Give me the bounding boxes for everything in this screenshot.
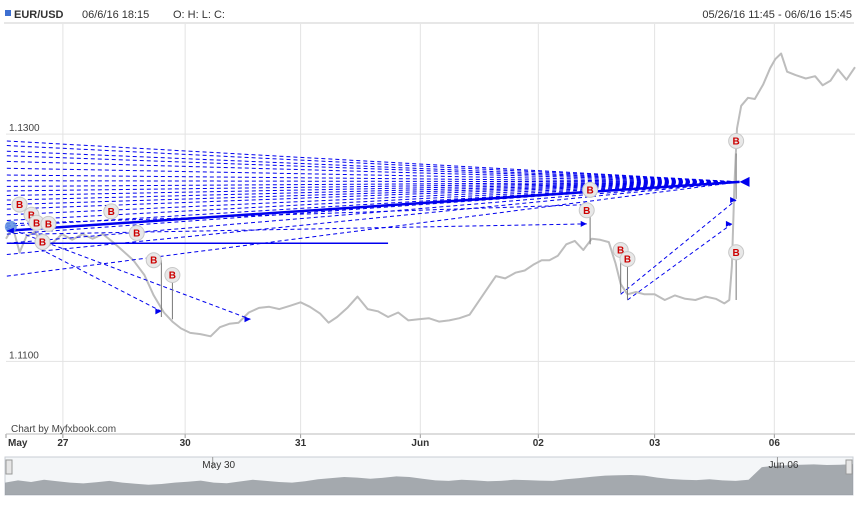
chart-credit: Chart by Myfxbook.com [11,424,116,435]
trade-exit-arrow [155,308,162,315]
buy-marker[interactable]: B [11,196,28,213]
trade-line [6,167,740,183]
buy-marker-label: B [45,219,52,230]
buy-marker-label: B [583,206,590,217]
buy-marker-label: B [624,255,631,266]
trade-exit-arrow [244,316,251,323]
y-tick-label: 1.1300 [9,123,40,134]
buy-marker[interactable]: B [582,181,599,198]
aggregate-trade-line [6,180,740,232]
trade-line [6,180,740,183]
trade-segment [39,248,162,312]
trade-line [6,145,740,183]
buy-marker[interactable]: B [728,244,745,261]
navigator-label: Jun 06 [768,460,798,471]
navigator-left-handle[interactable] [5,459,13,475]
x-tick-label: 27 [57,438,69,449]
axis-layer: 1.1300 1.1100 May 27 30 31 Jun 02 03 06 [5,123,855,449]
buy-marker-label: B [133,228,140,239]
buy-marker-badge [582,181,599,198]
buy-marker[interactable]: B [34,234,51,251]
trade-line [6,181,740,206]
buy-marker-label: B [733,136,740,147]
trade-layer [4,140,750,323]
trade-line [6,181,740,201]
ohlc-readout: O: H: L: C: [173,9,225,21]
y-tick-label: 1.1100 [9,350,39,361]
x-tick-label: May [8,438,28,449]
buy-marker[interactable]: B [728,132,745,149]
series-legend-swatch [5,10,11,16]
x-tick-label: Jun [411,438,429,449]
exit-arrow [739,176,750,187]
trade-segment [31,223,587,235]
buy-marker[interactable]: B [128,224,145,241]
trade-segment [620,199,737,295]
x-tick-label: 06 [769,438,781,449]
trade-line [6,174,740,183]
trade-line [6,181,740,216]
x-tick-label: 02 [533,438,545,449]
trade-line [6,181,740,210]
navigator-area [5,464,853,495]
buy-marker-label: B [150,256,157,267]
buy-marker-badge [145,252,162,269]
date-range-label: 05/26/16 11:45 - 06/6/16 15:45 [702,9,852,21]
trade-line [6,181,740,256]
trade-line [6,140,740,183]
x-tick-label: 30 [180,438,192,449]
buy-marker-badge [619,251,636,268]
buy-marker[interactable]: B [164,266,181,283]
trade-line [6,160,740,183]
buy-marker-badge [728,132,745,149]
trade-line [6,181,740,187]
buy-marker-label: B [28,210,35,221]
buy-marker-badge [164,266,181,283]
buy-marker-label: B [39,238,46,249]
buy-marker[interactable]: B [619,251,636,268]
x-tick-label: 31 [295,438,307,449]
navigator[interactable]: May 30 Jun 06 [4,456,854,496]
buy-marker-badge [103,203,120,220]
buy-marker-label: B [108,207,115,218]
trade-line [6,181,740,192]
navigator-right-handle[interactable] [845,459,853,475]
buy-marker-badge [40,215,57,232]
entry-arrow [6,227,14,234]
trade-exit-arrow [580,220,587,227]
buy-marker-badge [34,234,51,251]
buy-marker[interactable]: B [578,202,595,219]
buy-marker-label: B [169,270,176,281]
buy-marker-badge [128,224,145,241]
trade-exit-arrow [730,197,737,204]
buy-marker[interactable]: B [40,215,57,232]
trade-segment [627,223,733,301]
buy-marker-label: B [16,200,23,211]
grid-layer [6,24,855,434]
buy-marker-label: B [617,246,624,257]
trade-line [6,181,740,196]
buy-marker[interactable]: B [145,252,162,269]
buy-marker-badge [728,244,745,261]
x-tick-label: 03 [649,438,661,449]
buy-marker-badge [578,202,595,219]
navigator-label: May 30 [202,460,235,471]
timestamp-label: 06/6/16 18:15 [82,9,149,21]
trade-exit-arrow [725,220,732,227]
symbol-label: EUR/USD [14,9,64,21]
trade-line [6,150,740,183]
trade-line [6,155,740,183]
buy-marker-label: B [33,218,40,229]
buy-marker-label: B [733,248,740,259]
buy-marker-label: B [586,185,593,196]
trade-line [6,181,740,221]
buy-marker[interactable]: B [103,203,120,220]
buy-marker-badge [11,196,28,213]
